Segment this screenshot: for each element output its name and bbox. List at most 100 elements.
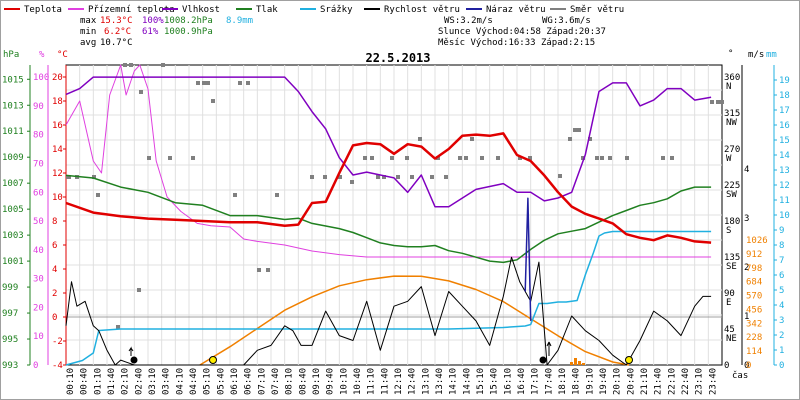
deg-tick-2: 270 <box>724 145 740 155</box>
dir-point-4 <box>96 193 100 197</box>
x-tick-12: 06:10 <box>230 368 240 395</box>
dir-point-14 <box>196 81 200 85</box>
dir-tick-0: N <box>726 82 731 92</box>
x-tick-1: 00:40 <box>80 368 90 395</box>
sunset-marker <box>625 356 633 364</box>
dir-point-3 <box>92 175 96 179</box>
wind-gust-line <box>524 197 532 321</box>
dir-point-56 <box>625 156 629 160</box>
dir-point-18 <box>233 193 237 197</box>
wm-tick-9: 0 <box>746 361 751 371</box>
legend-label-7: Směr větru <box>570 5 624 15</box>
hpa-tick-1: 1013 <box>2 101 24 111</box>
celsius-tick-10: 0 <box>52 313 57 323</box>
moonset-marker <box>130 356 138 364</box>
wm-tick-8: 114 <box>746 347 762 357</box>
x-tick-18: 09:10 <box>312 368 322 395</box>
dir-point-21 <box>257 268 261 272</box>
dir-point-29 <box>370 156 374 160</box>
x-tick-4: 02:10 <box>121 368 131 395</box>
legend-label-2: Vlhkost <box>182 5 220 15</box>
dir-point-12 <box>168 156 172 160</box>
hpa-tick-0: 1015 <box>2 75 24 85</box>
deg-tick-3: 225 <box>724 181 740 191</box>
x-tick-15: 07:40 <box>271 368 281 395</box>
mm-tick-16: 3 <box>779 316 784 326</box>
grid <box>65 64 723 366</box>
deg-tick-8: 0 <box>724 361 729 371</box>
x-tick-33: 16:40 <box>517 368 527 395</box>
x-tick-42: 21:10 <box>640 368 650 395</box>
dir-point-23 <box>275 193 279 197</box>
dir-tick-6: E <box>726 298 731 308</box>
ms-tick-1: 3 <box>744 214 749 224</box>
x-tick-0: 00:10 <box>66 368 76 395</box>
deg-tick-6: 90 <box>724 289 735 299</box>
x-tick-9: 04:40 <box>189 368 199 395</box>
x-tick-30: 15:10 <box>476 368 486 395</box>
x-tick-7: 03:40 <box>162 368 172 395</box>
x-tick-35: 17:40 <box>544 368 554 395</box>
mm-tick-4: 15 <box>779 136 790 146</box>
celsius-tick-11: -2 <box>52 337 63 347</box>
wind-direction-series <box>66 63 724 329</box>
stat-max-press: 1008.2hPa <box>164 16 213 26</box>
mm-tick-6: 13 <box>779 166 790 176</box>
wm-tick-3: 684 <box>746 278 762 288</box>
x-tick-10: 05:10 <box>203 368 213 395</box>
x-tick-19: 09:40 <box>326 368 336 395</box>
stat-rain: 8.9mm <box>226 16 253 26</box>
dir-point-22 <box>266 268 270 272</box>
hpa-tick-11: 993 <box>2 361 18 371</box>
pct-axis-label: % <box>39 50 45 60</box>
x-tick-38: 19:10 <box>585 368 595 395</box>
dir-tick-1: NW <box>726 118 737 128</box>
hpa-tick-9: 997 <box>2 309 18 319</box>
dir-point-59 <box>710 100 714 104</box>
stat-wg: WG:3.6m/s <box>542 16 591 26</box>
dir-point-52 <box>588 137 592 141</box>
celsius-tick-6: 8 <box>52 217 57 227</box>
pct-tick-7: 30 <box>33 275 44 285</box>
wind-speed-line <box>65 256 712 366</box>
deg-tick-1: 315 <box>724 109 740 119</box>
deg-axis-label: ° <box>728 49 733 59</box>
x-tick-11: 05:40 <box>216 368 226 395</box>
mm-tick-12: 7 <box>779 256 784 266</box>
mm-tick-5: 14 <box>779 151 790 161</box>
stat-sun: Slunce Východ:04:58 Západ:20:37 <box>438 27 606 37</box>
stat-avg-temp: 10.7°C <box>100 38 133 48</box>
dir-tick-5: SE <box>726 262 737 272</box>
pct-tick-2: 80 <box>33 131 44 141</box>
x-tick-13: 06:40 <box>244 368 254 395</box>
dir-point-30 <box>376 175 380 179</box>
chart-title: 22.5.2013 <box>365 51 430 65</box>
mm-tick-15: 4 <box>779 301 784 311</box>
pct-tick-6: 40 <box>33 246 44 256</box>
pct-tick-9: 10 <box>33 332 44 342</box>
x-tick-39: 19:40 <box>599 368 609 395</box>
dir-point-40 <box>458 156 462 160</box>
dir-point-13 <box>191 156 195 160</box>
mm-tick-17: 2 <box>779 331 784 341</box>
x-tick-45: 22:40 <box>681 368 691 395</box>
mm-axis-label: mm <box>766 50 777 60</box>
right-axes: 360N315NW270W225SW180S135SE90E45NE043210… <box>724 65 790 371</box>
ms-tick-0: 4 <box>744 165 749 175</box>
stat-avg-label: avg <box>80 38 96 48</box>
dir-point-44 <box>496 156 500 160</box>
dir-tick-4: S <box>726 226 731 236</box>
hpa-tick-5: 1005 <box>2 205 24 215</box>
mm-tick-10: 9 <box>779 226 784 236</box>
x-tick-6: 03:10 <box>148 368 158 395</box>
legend-label-6: Náraz větru <box>486 5 546 15</box>
pct-tick-8: 20 <box>33 303 44 313</box>
dir-point-48 <box>568 137 572 141</box>
celsius-tick-7: 6 <box>52 241 57 251</box>
dir-point-15 <box>202 81 206 85</box>
x-tick-34: 17:10 <box>531 368 541 395</box>
wm-tick-2: 798 <box>746 264 762 274</box>
x-tick-37: 18:40 <box>572 368 582 395</box>
pct-tick-3: 70 <box>33 159 44 169</box>
